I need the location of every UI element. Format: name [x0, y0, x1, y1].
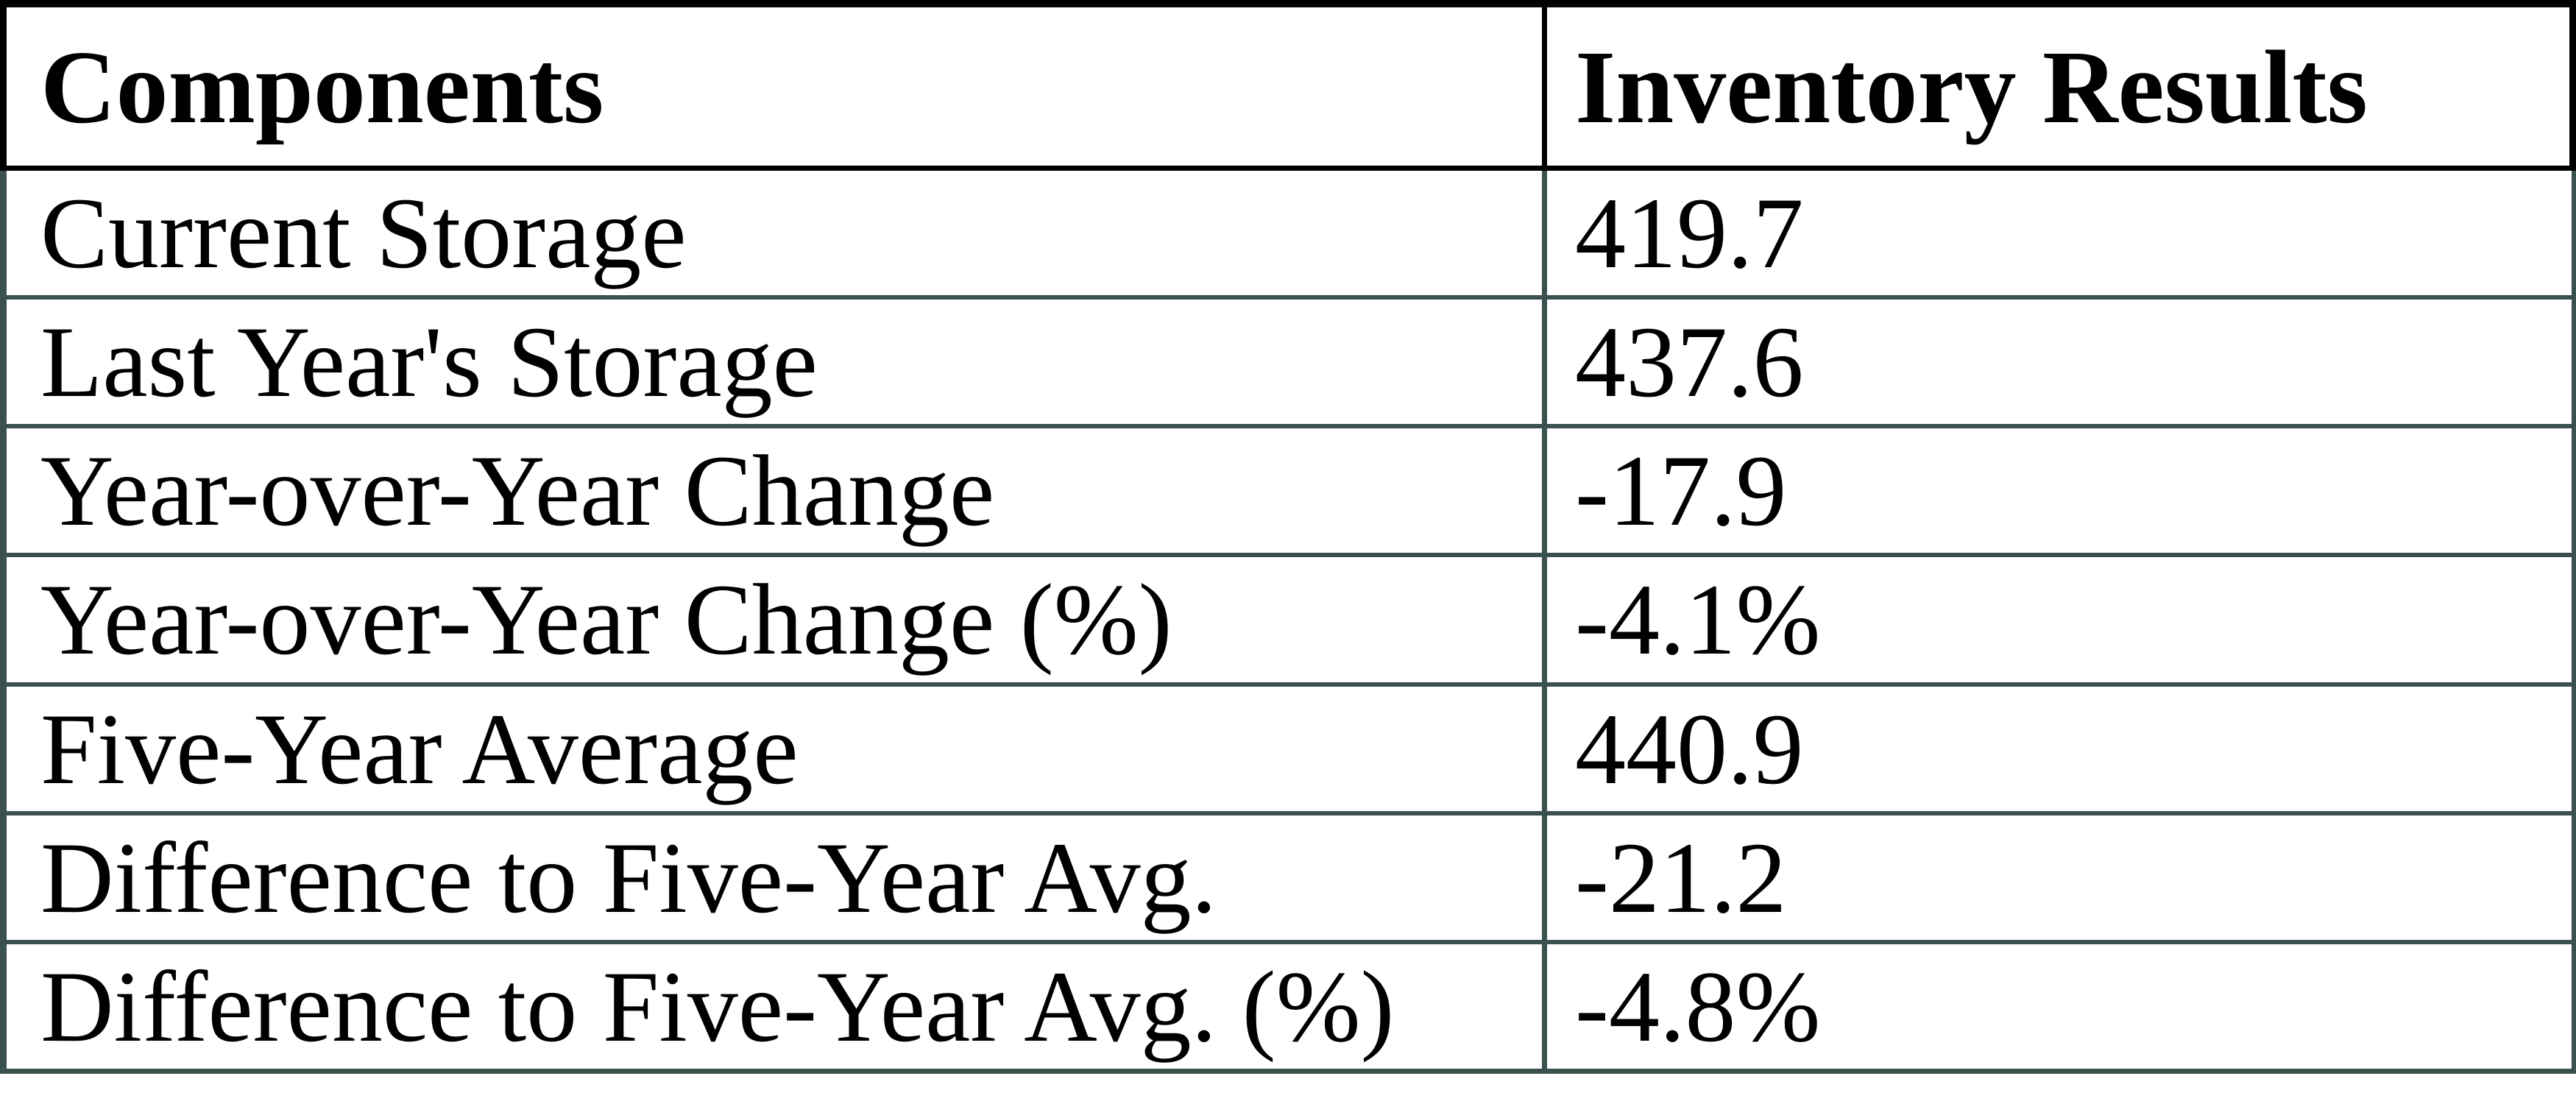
value-cell: -4.1% [1575, 563, 1821, 676]
inventory-table: Components Inventory Results Current Sto… [0, 0, 2576, 1074]
component-cell: Five-Year Average [7, 686, 1547, 811]
components-column-header: Components [7, 7, 1547, 166]
table-header-row: Components Inventory Results [0, 0, 2576, 171]
table-row: Year-over-Year Change (%) -4.1% [0, 557, 2576, 687]
component-cell: Last Year's Storage [7, 300, 1547, 425]
value-cell: -4.8% [1575, 949, 1821, 1063]
table-row: Last Year's Storage 437.6 [0, 300, 2576, 429]
value-cell: -21.2 [1575, 821, 1787, 934]
component-cell: Difference to Five-Year Avg. [7, 815, 1547, 940]
value-cell: 437.6 [1575, 305, 1804, 419]
component-cell: Current Storage [7, 171, 1547, 296]
value-cell: 440.9 [1575, 692, 1804, 805]
table-row: Difference to Five-Year Avg. -21.2 [0, 815, 2576, 944]
inventory-results-column-header: Inventory Results [1575, 28, 2368, 145]
table-row: Five-Year Average 440.9 [0, 686, 2576, 815]
table-row: Difference to Five-Year Avg. (%) -4.8% [0, 944, 2576, 1074]
table-row: Year-over-Year Change -17.9 [0, 428, 2576, 558]
component-cell: Difference to Five-Year Avg. (%) [7, 944, 1547, 1069]
component-cell: Year-over-Year Change (%) [7, 557, 1547, 682]
table-row: Current Storage 419.7 [0, 171, 2576, 300]
component-cell: Year-over-Year Change [7, 428, 1547, 553]
value-cell: -17.9 [1575, 434, 1787, 548]
value-cell: 419.7 [1575, 177, 1804, 290]
